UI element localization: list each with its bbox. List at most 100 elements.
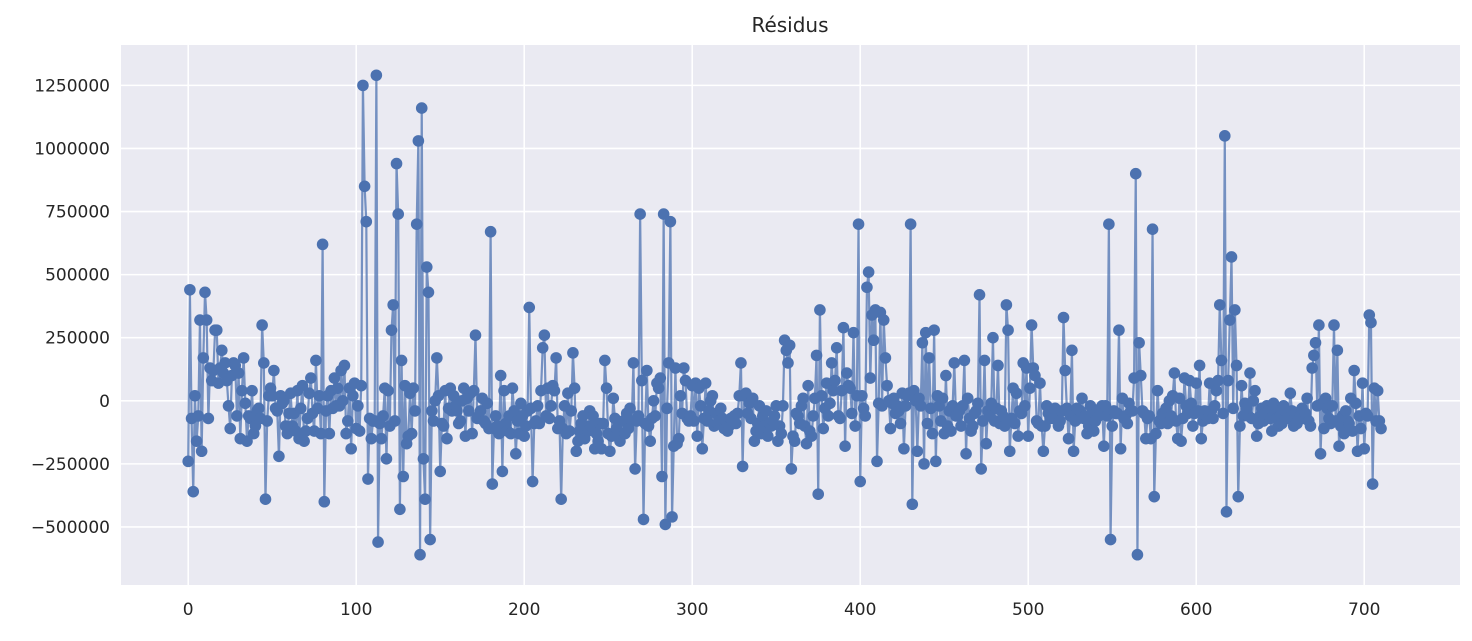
data-point bbox=[599, 354, 611, 367]
data-point bbox=[1356, 377, 1369, 389]
data-point bbox=[1150, 427, 1162, 440]
data-point bbox=[1025, 319, 1038, 331]
data-point bbox=[431, 352, 443, 364]
data-point bbox=[1059, 364, 1071, 377]
data-point bbox=[636, 374, 648, 387]
data-point bbox=[805, 430, 818, 442]
data-point bbox=[1187, 420, 1199, 432]
data-point bbox=[607, 392, 620, 405]
data-point bbox=[474, 405, 487, 417]
data-point bbox=[536, 342, 549, 354]
x-axis-tick-labels: 0 100 200 300 400 500 600 700 bbox=[183, 600, 1381, 620]
data-point bbox=[839, 440, 851, 453]
data-point bbox=[916, 336, 929, 349]
data-point bbox=[415, 102, 428, 114]
data-point bbox=[1361, 410, 1374, 422]
data-point bbox=[550, 352, 562, 364]
data-point bbox=[1168, 367, 1181, 379]
data-point bbox=[1215, 354, 1228, 367]
data-point bbox=[372, 536, 384, 548]
data-point bbox=[1148, 490, 1161, 503]
data-point bbox=[817, 422, 830, 435]
data-point bbox=[1249, 384, 1261, 397]
data-point bbox=[656, 470, 668, 483]
data-point bbox=[788, 435, 801, 447]
data-point bbox=[392, 208, 405, 220]
data-point bbox=[1175, 435, 1187, 447]
data-point bbox=[1247, 394, 1260, 407]
data-point bbox=[1024, 382, 1036, 394]
data-point bbox=[1250, 430, 1263, 442]
data-point bbox=[654, 372, 667, 384]
x-tick-label: 200 bbox=[508, 600, 540, 620]
data-point bbox=[256, 319, 268, 331]
data-point bbox=[904, 218, 917, 230]
data-point bbox=[768, 410, 781, 422]
data-point bbox=[972, 397, 984, 410]
data-point bbox=[834, 412, 846, 425]
data-point bbox=[538, 329, 551, 341]
data-point bbox=[1371, 384, 1384, 397]
data-point bbox=[331, 382, 344, 394]
x-tick-label: 500 bbox=[1012, 600, 1044, 620]
data-point bbox=[266, 389, 279, 402]
data-point bbox=[506, 382, 519, 394]
data-point bbox=[958, 354, 971, 367]
data-point bbox=[481, 397, 494, 410]
data-point bbox=[1114, 442, 1127, 455]
y-tick-label: −500000 bbox=[31, 518, 110, 538]
data-point bbox=[1375, 422, 1387, 435]
data-point bbox=[802, 379, 814, 392]
data-point bbox=[955, 420, 967, 432]
data-point bbox=[1054, 415, 1066, 427]
data-point bbox=[1131, 548, 1144, 561]
data-point bbox=[394, 503, 406, 516]
data-point bbox=[197, 352, 210, 364]
data-point bbox=[624, 402, 636, 415]
data-point bbox=[504, 427, 517, 440]
data-point bbox=[657, 208, 670, 220]
data-point bbox=[555, 493, 567, 506]
data-point bbox=[313, 389, 326, 402]
data-point bbox=[419, 493, 431, 506]
data-point bbox=[1190, 377, 1203, 389]
data-point bbox=[1126, 405, 1139, 417]
data-point bbox=[187, 485, 200, 498]
data-point bbox=[1314, 447, 1327, 460]
data-point bbox=[862, 266, 875, 278]
data-point bbox=[948, 357, 961, 369]
data-point bbox=[1087, 425, 1100, 437]
data-point bbox=[336, 394, 349, 407]
data-point bbox=[1212, 374, 1224, 387]
y-tick-label: 0 bbox=[99, 392, 110, 412]
data-point bbox=[353, 425, 366, 437]
data-point bbox=[545, 400, 557, 412]
chart-title: Résidus bbox=[751, 13, 828, 37]
data-point bbox=[508, 405, 520, 417]
data-point bbox=[647, 394, 660, 407]
data-point bbox=[1010, 387, 1023, 400]
data-point bbox=[268, 364, 280, 377]
data-point bbox=[434, 465, 447, 478]
data-point bbox=[748, 435, 761, 447]
data-point bbox=[987, 331, 999, 344]
data-point bbox=[222, 400, 235, 412]
data-point bbox=[1143, 410, 1155, 422]
data-point bbox=[678, 362, 690, 374]
data-point bbox=[672, 432, 685, 445]
data-point bbox=[296, 379, 309, 392]
data-point bbox=[661, 402, 673, 415]
data-point bbox=[231, 410, 243, 422]
data-point bbox=[1022, 430, 1035, 442]
data-point bbox=[664, 215, 677, 228]
data-point bbox=[1193, 359, 1206, 372]
data-point bbox=[259, 493, 272, 506]
data-point bbox=[775, 427, 788, 440]
data-point bbox=[1098, 440, 1110, 453]
data-point bbox=[674, 389, 687, 402]
data-point bbox=[1133, 336, 1145, 349]
data-point bbox=[409, 405, 421, 417]
data-point bbox=[1366, 478, 1379, 490]
data-point bbox=[1319, 392, 1332, 405]
data-point bbox=[548, 384, 561, 397]
